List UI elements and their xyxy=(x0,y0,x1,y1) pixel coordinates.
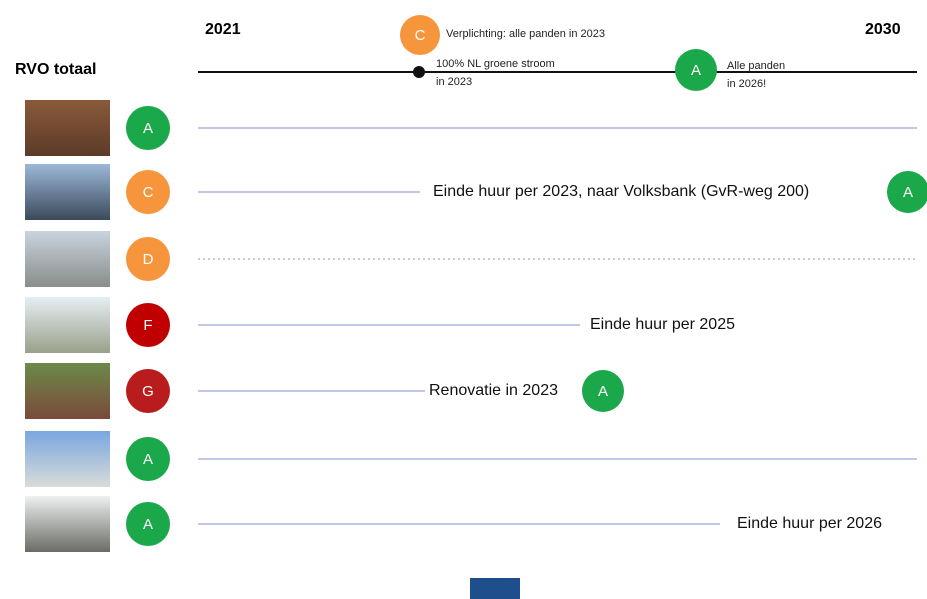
footer-block xyxy=(470,578,520,599)
badge-label: A xyxy=(143,451,153,468)
badge-label: C xyxy=(415,27,426,44)
badge-circle xyxy=(126,170,170,214)
row-note: Einde huur per 2025 xyxy=(590,316,735,333)
building-photo xyxy=(25,100,110,156)
badge-label: A xyxy=(691,62,701,79)
building-photo xyxy=(25,431,110,487)
milestone-text: Verplichting: alle panden in 2023 xyxy=(446,28,605,40)
badge-label: C xyxy=(143,184,154,201)
badge-label: A xyxy=(903,184,913,201)
building-photo xyxy=(25,297,110,353)
milestone-text: in 2023 xyxy=(436,76,472,88)
badge-label: A xyxy=(143,516,153,533)
row-note: Einde huur per 2023, naar Volksbank (GvR… xyxy=(433,183,809,200)
badge-circle xyxy=(126,437,170,481)
start-year: 2021 xyxy=(205,21,241,38)
row-note: Einde huur per 2026 xyxy=(737,515,882,532)
milestone-text: in 2026! xyxy=(727,78,766,90)
badge-circle xyxy=(400,15,440,55)
badge-circle xyxy=(887,171,927,213)
building-photo xyxy=(25,363,110,419)
badge-label: A xyxy=(143,120,153,137)
building-photo xyxy=(25,496,110,552)
title: RVO totaal xyxy=(15,61,97,78)
badge-circle xyxy=(675,49,717,91)
badge-circle xyxy=(126,237,170,281)
badge-label: G xyxy=(142,383,154,400)
row-note: Renovatie in 2023 xyxy=(429,382,558,399)
timeline-dot xyxy=(413,66,425,78)
badge-label: D xyxy=(143,251,154,268)
badge-circle xyxy=(582,370,624,412)
milestone-text: Alle panden xyxy=(727,60,785,72)
milestone-text: 100% NL groene stroom xyxy=(436,58,555,70)
badge-circle xyxy=(126,106,170,150)
badge-circle xyxy=(126,369,170,413)
end-year: 2030 xyxy=(865,21,901,38)
badge-label: F xyxy=(143,317,152,334)
badge-circle xyxy=(126,303,170,347)
building-photo xyxy=(25,164,110,220)
badge-circle xyxy=(126,502,170,546)
badge-label: A xyxy=(598,383,608,400)
building-photo xyxy=(25,231,110,287)
